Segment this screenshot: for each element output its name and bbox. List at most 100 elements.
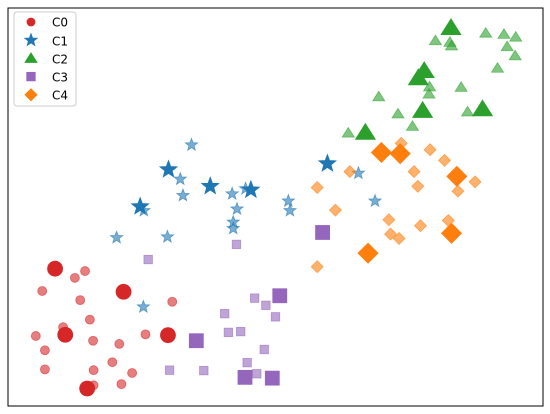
point-c4-5 (343, 165, 357, 179)
legend: C0 C1 C2 C3 C4 (13, 11, 77, 107)
point-c3-13 (164, 365, 175, 375)
series-c1 (109, 137, 383, 314)
point-c2-3 (478, 26, 493, 38)
point-c4-13 (382, 213, 396, 227)
point-c1-17 (225, 220, 241, 235)
point-c0-17 (88, 365, 99, 376)
point-c2-4 (497, 28, 511, 39)
point-c3-10 (188, 333, 204, 349)
point-c4-10 (310, 180, 324, 195)
point-c0-9 (140, 329, 151, 340)
point-c0-19 (127, 368, 138, 378)
point-c2-0 (440, 18, 462, 36)
point-c4-18 (440, 222, 463, 244)
point-c3-2 (143, 254, 153, 265)
point-c3-12 (242, 357, 252, 368)
legend-marker-c1 (23, 32, 39, 47)
point-c2-5 (444, 39, 459, 51)
point-c4-19 (357, 242, 379, 264)
point-c3-7 (270, 312, 281, 322)
legend-marker-c2 (24, 52, 38, 63)
legend-marker-c0 (26, 17, 36, 27)
legend-symbol-c3 (26, 71, 36, 82)
point-c1-19 (160, 229, 175, 244)
point-c1-10 (367, 193, 383, 208)
point-c3-0 (315, 225, 330, 240)
point-c0-11 (160, 327, 176, 344)
point-c4-8 (468, 175, 482, 189)
point-c1-1 (158, 159, 179, 178)
point-c4-2 (389, 143, 411, 165)
point-c2-19 (471, 99, 494, 117)
point-c2-18 (460, 105, 475, 117)
legend-marker-c3 (26, 71, 36, 82)
point-c4-14 (413, 219, 428, 233)
point-c0-2 (69, 272, 80, 283)
point-c0-5 (75, 295, 86, 306)
legend-symbol-c2 (24, 52, 38, 63)
point-c2-8 (508, 49, 522, 61)
point-c0-22 (79, 380, 96, 397)
point-c0-0 (47, 260, 63, 277)
legend-entry-c4: C4 (24, 88, 68, 103)
point-c0-18 (40, 364, 50, 375)
point-c1-20 (136, 299, 151, 314)
point-c4-3 (423, 143, 437, 157)
point-c0-13 (88, 335, 98, 346)
point-c3-14 (199, 365, 209, 376)
point-c4-9 (411, 179, 425, 193)
legend-entry-c0: C0 (26, 16, 68, 30)
point-c0-20 (116, 379, 127, 390)
legend-label-c2: C2 (52, 53, 68, 67)
point-c2-15 (422, 87, 436, 99)
plot-frame (7, 7, 544, 407)
legend-symbol-c1 (23, 32, 39, 47)
point-c4-12 (328, 203, 342, 217)
legend-box (13, 11, 77, 107)
point-c3-1 (231, 239, 242, 250)
point-c0-3 (115, 283, 132, 300)
point-c3-16 (252, 369, 262, 379)
legend-label-c0: C0 (52, 16, 68, 30)
point-c1-9 (175, 187, 191, 202)
point-c3-15 (237, 369, 253, 385)
series-c3 (143, 225, 330, 386)
legend-symbol-c4 (24, 88, 38, 102)
point-c2-11 (407, 68, 429, 86)
point-c0-4 (37, 286, 48, 296)
legend-entry-c3: C3 (26, 71, 68, 85)
point-c3-8 (223, 327, 234, 338)
point-c3-4 (272, 288, 288, 304)
legend-label-c3: C3 (52, 71, 68, 85)
point-c4-4 (437, 153, 452, 167)
point-c3-9 (236, 326, 246, 337)
point-c1-11 (281, 193, 296, 208)
point-c1-15 (136, 202, 152, 217)
point-c4-16 (383, 227, 398, 241)
point-c0-1 (80, 266, 90, 276)
point-c1-14 (282, 202, 298, 217)
point-c2-1 (428, 34, 443, 46)
point-c2-21 (341, 126, 356, 138)
point-c3-11 (259, 344, 269, 355)
point-c1-0 (184, 137, 199, 152)
point-c0-14 (114, 339, 125, 349)
point-c2-22 (354, 122, 377, 140)
point-c4-1 (370, 141, 392, 164)
point-c1-3 (173, 171, 188, 186)
point-c2-17 (391, 107, 405, 119)
series-c0 (30, 260, 178, 397)
point-c0-15 (40, 345, 50, 356)
point-c4-11 (451, 184, 465, 198)
point-c0-6 (167, 296, 178, 307)
point-c2-7 (500, 40, 514, 52)
point-c0-16 (107, 357, 118, 368)
point-c1-2 (317, 153, 338, 172)
legend-entry-c2: C2 (24, 52, 68, 67)
marker-layer (30, 18, 523, 397)
point-c3-17 (264, 370, 280, 386)
point-c4-6 (407, 165, 421, 179)
legend-entry-c1: C1 (23, 32, 68, 49)
point-c3-3 (249, 293, 260, 303)
point-c0-7 (84, 314, 95, 325)
